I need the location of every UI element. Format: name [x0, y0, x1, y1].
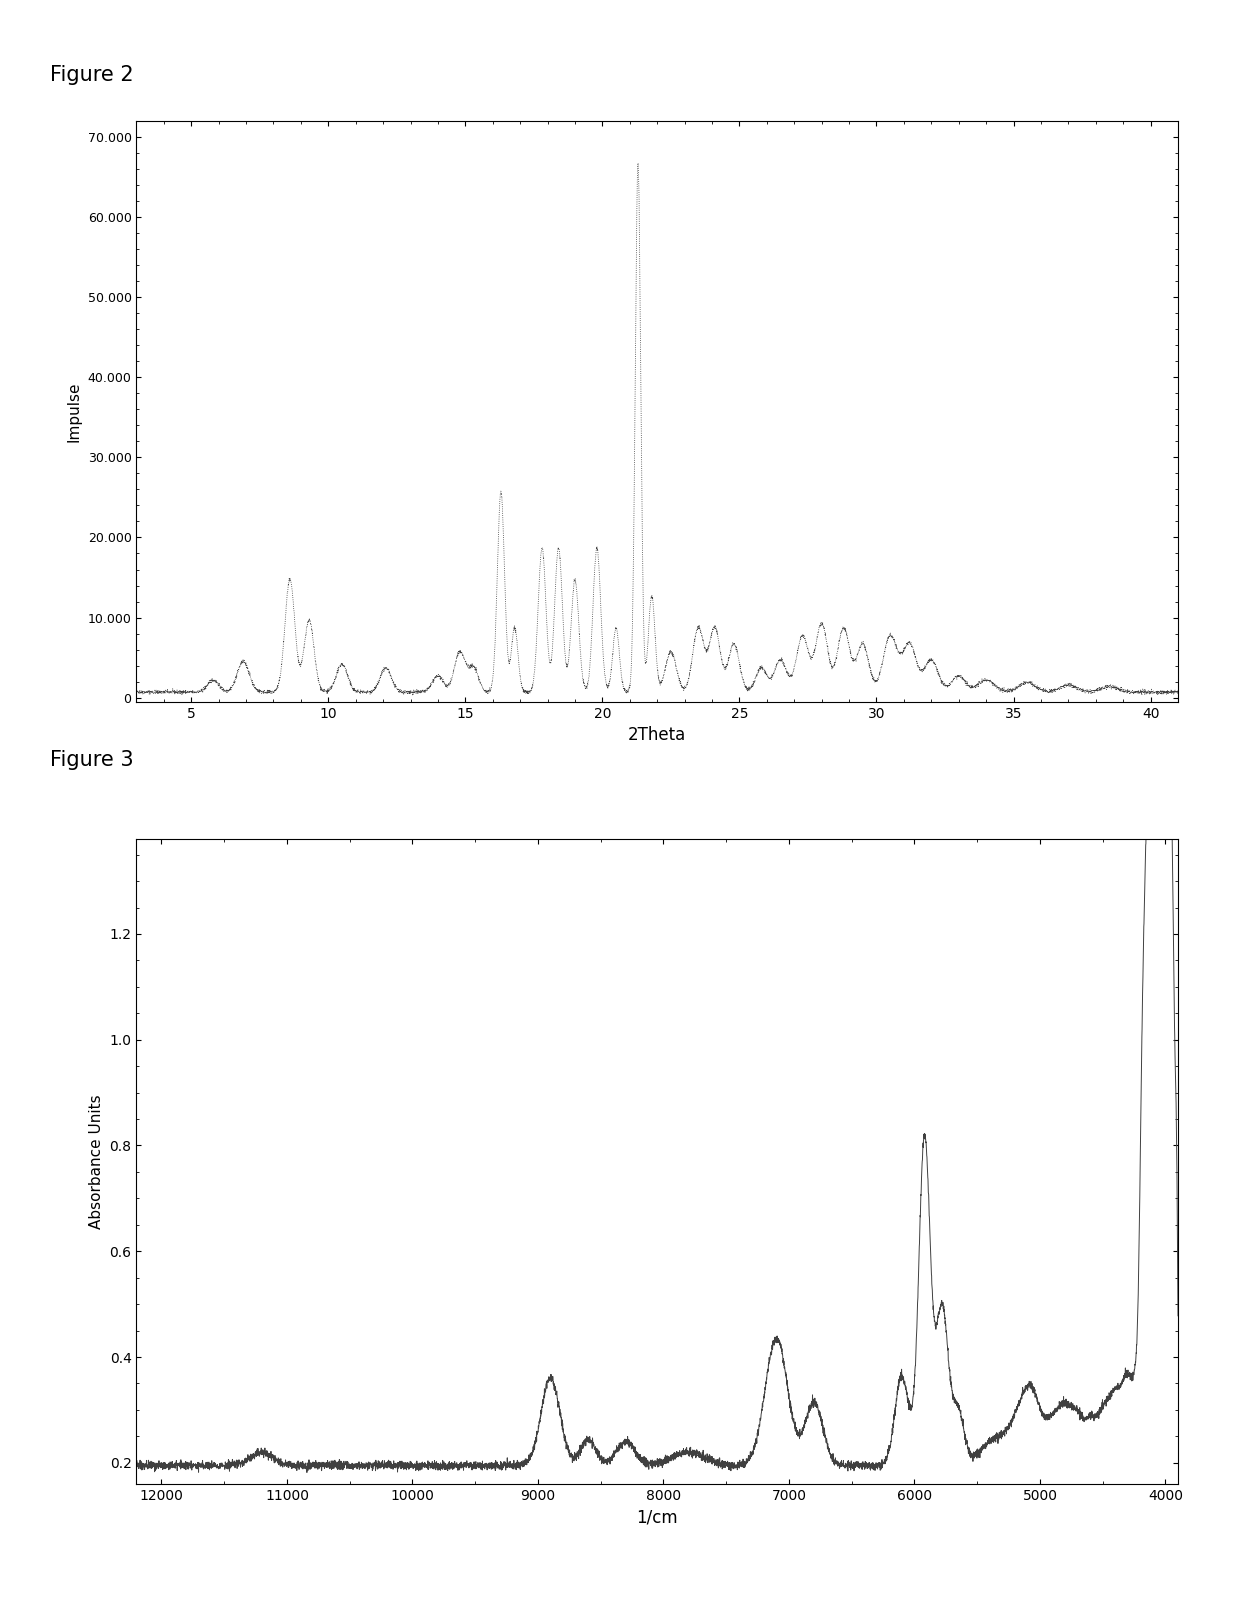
Y-axis label: Impulse: Impulse — [67, 381, 82, 442]
X-axis label: 2Theta: 2Theta — [629, 726, 686, 744]
Y-axis label: Absorbance Units: Absorbance Units — [89, 1094, 104, 1229]
X-axis label: 1/cm: 1/cm — [636, 1508, 678, 1526]
Text: Figure 3: Figure 3 — [50, 750, 133, 769]
Text: Figure 2: Figure 2 — [50, 65, 133, 84]
